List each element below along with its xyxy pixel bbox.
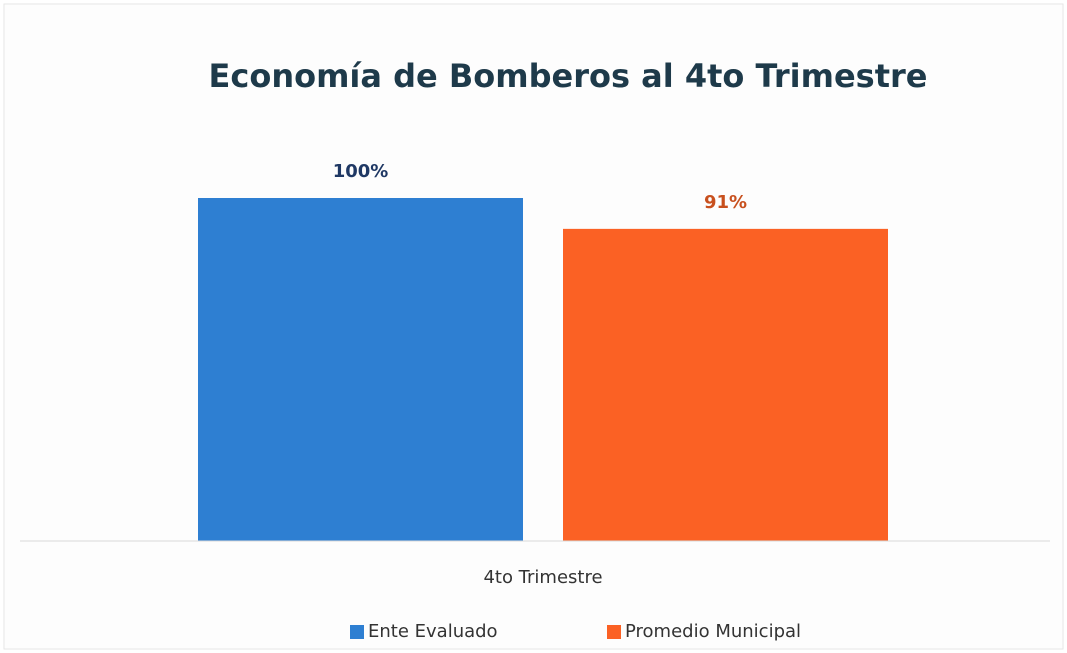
x-tick-label: 4to Trimestre — [483, 567, 602, 588]
bar — [198, 198, 523, 541]
legend-marker — [350, 625, 364, 639]
data-label: 91% — [704, 192, 747, 213]
chart-title: Economía de Bomberos al 4to Trimestre — [209, 57, 928, 95]
bar — [563, 228, 888, 541]
chart-frame — [3, 3, 1064, 650]
legend-label: Promedio Municipal — [625, 621, 801, 642]
legend-marker — [607, 625, 621, 639]
legend-label: Ente Evaluado — [368, 621, 498, 642]
data-label: 100% — [333, 161, 389, 182]
